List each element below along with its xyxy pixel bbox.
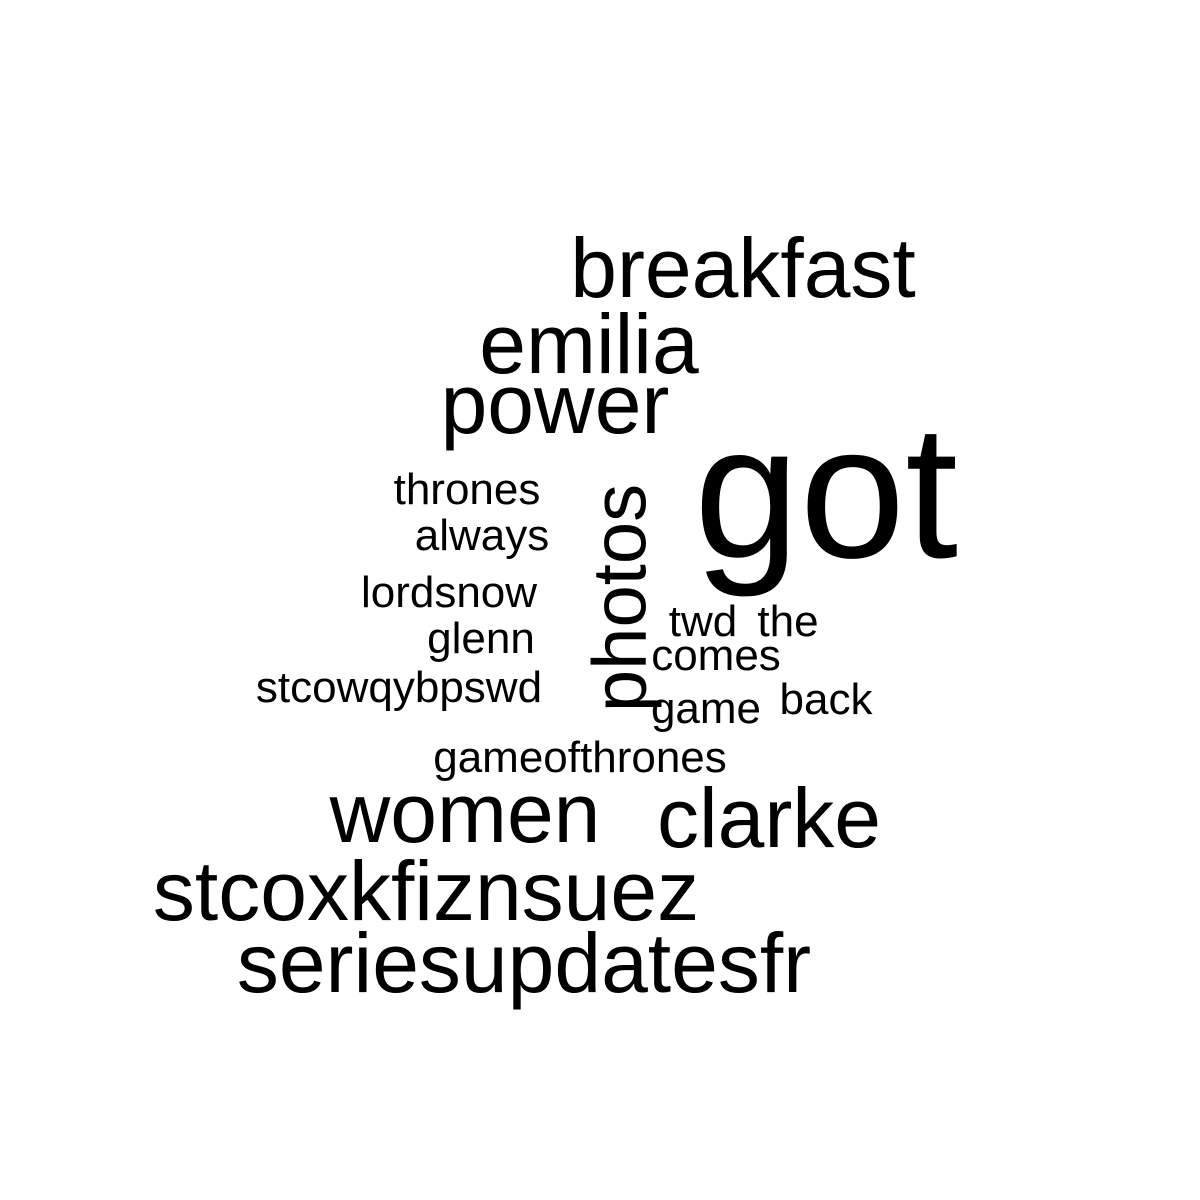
word-women: women xyxy=(329,766,601,860)
word-glenn: glenn xyxy=(427,614,535,663)
word-stcowqybpswd: stcowqybpswd xyxy=(256,663,542,712)
word-gameofthrones: gameofthrones xyxy=(433,733,727,782)
word-group: got breakfast seriesupdatesfrstcoxkfiznsue… xyxy=(153,221,958,1010)
word-photos: photos xyxy=(578,484,663,712)
word-emilia: emilia xyxy=(479,297,699,391)
word-game: game xyxy=(651,684,761,733)
word-thrones: thrones xyxy=(394,465,541,514)
word-breakfast: breakfast xyxy=(570,221,916,315)
word-power: power xyxy=(441,357,670,451)
word-always: always xyxy=(415,511,550,560)
word-twd: twd xyxy=(669,597,737,646)
word-stcoxkfiznsuez: stcoxkfiznsuez xyxy=(153,844,699,938)
word-back: back xyxy=(780,675,874,724)
word-clarke: clarke xyxy=(657,771,881,865)
word-lordsnow: lordsnow xyxy=(361,568,537,617)
word-the: the xyxy=(757,597,818,646)
word-got: got xyxy=(694,386,958,598)
word-seriesupdatesfr: seriesupdatesfr xyxy=(237,916,811,1010)
word-comes: comes xyxy=(651,631,781,680)
